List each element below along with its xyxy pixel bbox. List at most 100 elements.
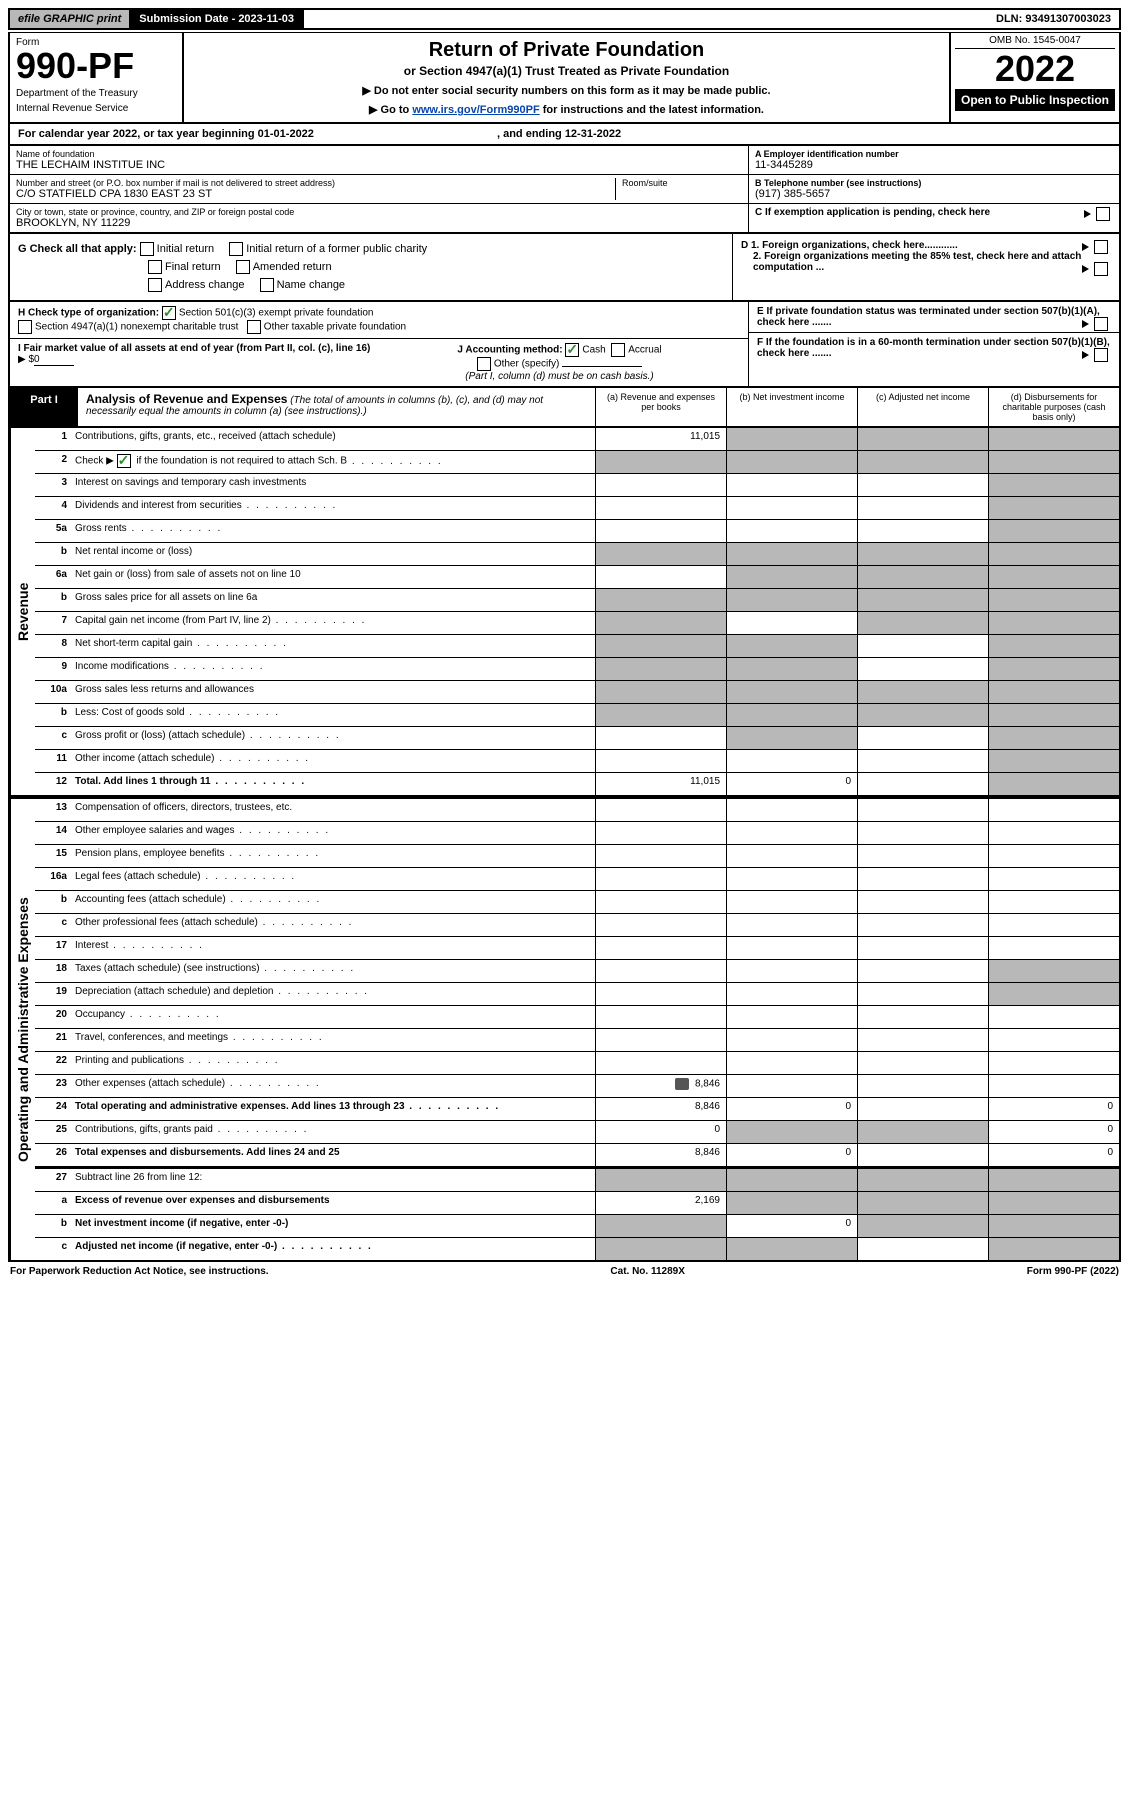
amt-b [726,960,857,982]
table-row: 11Other income (attach schedule) [35,750,1119,773]
revenue-section: Revenue 1Contributions, gifts, grants, e… [8,428,1121,797]
i-prefix: ▶ $ [18,354,34,365]
checkbox-c[interactable] [1096,207,1110,221]
line-desc: Gross sales less returns and allowances [71,681,595,703]
amt-d [988,474,1119,496]
amt-b [726,1169,857,1191]
checkbox-f[interactable] [1094,348,1108,362]
line-num: a [35,1192,71,1214]
amt-d [988,451,1119,473]
table-row: 21Travel, conferences, and meetings [35,1029,1119,1052]
amt-c [857,704,988,726]
checkbox-other-method[interactable] [477,357,491,371]
line-num: b [35,1215,71,1237]
amt-b [726,914,857,936]
e-label: E If private foundation status was termi… [757,306,1100,328]
checkbox-final[interactable] [148,260,162,274]
irs-link[interactable]: www.irs.gov/Form990PF [412,104,539,116]
amt-b [726,497,857,519]
amt-a [595,658,726,680]
checkbox-accrual[interactable] [611,343,625,357]
org-info-left: Name of foundation THE LECHAIM INSTITUE … [10,146,748,232]
amt-d: 0 [988,1098,1119,1120]
line-num: 12 [35,773,71,795]
checkbox-d2[interactable] [1094,262,1108,276]
arrow-icon [1082,243,1089,251]
foundation-name: THE LECHAIM INSTITUE INC [16,159,742,171]
line-num: 23 [35,1075,71,1097]
addr-label: Number and street (or P.O. box number if… [16,178,615,188]
checkbox-501c3[interactable] [162,306,176,320]
amt-a [595,822,726,844]
amt-b [726,1238,857,1260]
efile-print-button[interactable]: efile GRAPHIC print [10,10,131,28]
h-label: H Check type of organization: [18,308,159,319]
line-num: 27 [35,1169,71,1191]
amt-b [726,1192,857,1214]
checkbox-cash[interactable] [565,343,579,357]
amt-d [988,497,1119,519]
line-desc: Interest on savings and temporary cash i… [71,474,595,496]
page-footer: For Paperwork Reduction Act Notice, see … [8,1262,1121,1281]
checkbox-d1[interactable] [1094,240,1108,254]
form-header: Form 990-PF Department of the Treasury I… [8,32,1121,124]
line-desc: Check ▶ if the foundation is not require… [71,451,595,473]
line-num: 18 [35,960,71,982]
h-opt3: Other taxable private foundation [264,322,406,333]
line-num: 9 [35,658,71,680]
other-specify-line [562,366,642,367]
amt-c [857,497,988,519]
checkbox-initial-return[interactable] [140,242,154,256]
e-line: E If private foundation status was termi… [749,302,1119,333]
amt-c [857,1121,988,1143]
arrow-icon [1082,265,1089,273]
table-row: 3Interest on savings and temporary cash … [35,474,1119,497]
amt-d [988,822,1119,844]
line-num: 3 [35,474,71,496]
table-row: 12Total. Add lines 1 through 1111,0150 [35,773,1119,795]
amt-a [595,937,726,959]
line-num: 14 [35,822,71,844]
checkbox-amended[interactable] [236,260,250,274]
checkbox-other-taxable[interactable] [247,320,261,334]
line-desc: Subtract line 26 from line 12: [71,1169,595,1191]
amt-a [595,1169,726,1191]
line-num: 2 [35,451,71,473]
amt-d [988,612,1119,634]
col-d-head: (d) Disbursements for charitable purpose… [988,388,1119,426]
amt-c [857,914,988,936]
part1-desc: Analysis of Revenue and Expenses (The to… [78,388,595,426]
amt-b: 0 [726,1215,857,1237]
amt-c [857,960,988,982]
amt-b [726,1121,857,1143]
checkbox-sch-b[interactable] [117,454,131,468]
line-desc: Depreciation (attach schedule) and deple… [71,983,595,1005]
amt-d [988,960,1119,982]
line-desc: Net gain or (loss) from sale of assets n… [71,566,595,588]
table-row: 8Net short-term capital gain [35,635,1119,658]
amt-d [988,681,1119,703]
g-d-row: G Check all that apply: Initial return I… [8,234,1121,302]
amt-a [595,566,726,588]
amt-d [988,1238,1119,1260]
amt-c [857,428,988,450]
checkbox-e[interactable] [1094,317,1108,331]
amt-d [988,589,1119,611]
checkbox-initial-former[interactable] [229,242,243,256]
open-inspection: Open to Public Inspection [955,89,1115,111]
line-desc: Contributions, gifts, grants, etc., rece… [71,428,595,450]
amt-a [595,1006,726,1028]
line-desc: Net short-term capital gain [71,635,595,657]
checkbox-4947[interactable] [18,320,32,334]
table-row: 14Other employee salaries and wages [35,822,1119,845]
instr-pre: ▶ Go to [369,104,412,116]
attachment-icon[interactable] [675,1078,689,1090]
amt-c [857,937,988,959]
checkbox-address-change[interactable] [148,278,162,292]
line-num: 25 [35,1121,71,1143]
amt-b [726,822,857,844]
col-a-head: (a) Revenue and expenses per books [595,388,726,426]
amt-d [988,799,1119,821]
checkbox-name-change[interactable] [260,278,274,292]
h-block: H Check type of organization: Section 50… [10,302,749,386]
